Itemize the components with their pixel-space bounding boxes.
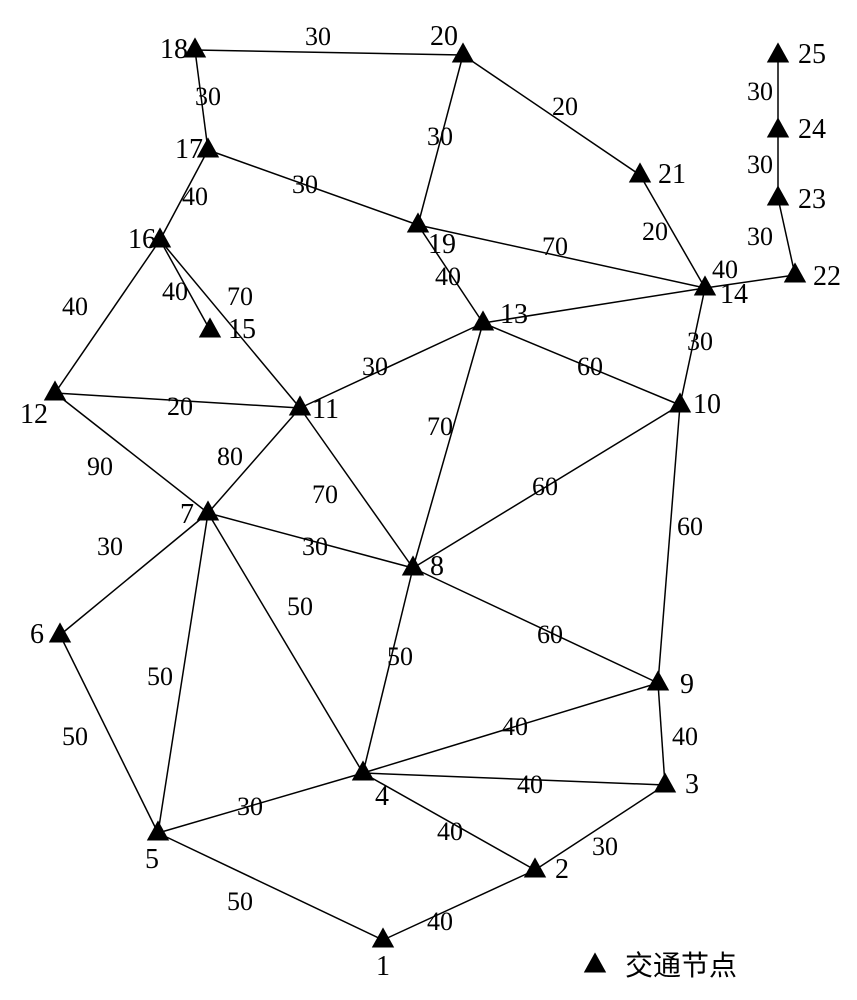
edge-weight: 50: [387, 642, 413, 671]
node-label: 15: [228, 314, 256, 345]
node-marker: [372, 927, 394, 947]
legend-marker: [584, 952, 606, 972]
edge: [658, 683, 665, 785]
edge: [158, 833, 383, 940]
edge-weight: 30: [292, 170, 318, 199]
node-marker: [199, 317, 221, 337]
node-label: 10: [693, 389, 721, 420]
node-label: 23: [798, 184, 826, 215]
node-marker: [472, 310, 494, 330]
edge-weight: 20: [642, 217, 668, 246]
edge-weight: 60: [577, 352, 603, 381]
edge-weight: 40: [502, 712, 528, 741]
edge-weight: 30: [195, 82, 221, 111]
edge: [413, 568, 658, 683]
edge-weight: 30: [305, 22, 331, 51]
edge-weight: 70: [542, 232, 568, 261]
node-marker: [524, 857, 546, 877]
edge-weight: 50: [147, 662, 173, 691]
node-layer: [44, 37, 806, 947]
node-label: 7: [180, 499, 194, 530]
node-marker: [767, 117, 789, 137]
node-marker: [767, 42, 789, 62]
edge-weight: 20: [552, 92, 578, 121]
legend: 交通节点: [584, 950, 737, 982]
node-label: 16: [128, 224, 156, 255]
node-label: 2: [555, 854, 569, 885]
edge-weight: 40: [427, 907, 453, 936]
edge-weight: 30: [747, 150, 773, 179]
edge-weight: 30: [592, 832, 618, 861]
node-marker: [784, 262, 806, 282]
edge-weight: 40: [62, 292, 88, 321]
node-label: 19: [428, 229, 456, 260]
node-marker: [647, 670, 669, 690]
edge-weight: 40: [437, 817, 463, 846]
edge-weight: 30: [302, 532, 328, 561]
node-label: 17: [175, 134, 203, 165]
edge: [60, 513, 208, 635]
node-label: 12: [20, 399, 48, 430]
edge-weight: 50: [287, 592, 313, 621]
network-graph: 40 50 30 40 40 40 30 50 50 40 50 50 30 30 80 90 60 60 70 70…: [0, 0, 857, 1000]
node-marker: [654, 772, 676, 792]
edge-weight: 30: [97, 532, 123, 561]
edge-weight: 70: [312, 480, 338, 509]
node-label: 22: [813, 261, 841, 292]
node-label: 24: [798, 114, 826, 145]
legend-text: 交通节点: [625, 950, 737, 982]
edge-weight: 70: [427, 412, 453, 441]
edge: [208, 513, 363, 773]
node-label: 5: [145, 844, 159, 875]
edge-weight: 30: [747, 77, 773, 106]
node-label: 20: [430, 21, 458, 52]
edge-weight: 40: [182, 182, 208, 211]
edge-weight: 40: [672, 722, 698, 751]
node-label: 21: [658, 159, 686, 190]
node-label: 14: [720, 279, 748, 310]
edge-weight: 30: [747, 222, 773, 251]
node-label-layer: 1234567891011121314151617181920212223242…: [20, 21, 841, 982]
edge-weight: 60: [537, 620, 563, 649]
edge-weight: 90: [87, 452, 113, 481]
node-label: 13: [500, 299, 528, 330]
node-label: 9: [680, 669, 694, 700]
edge: [778, 198, 795, 275]
node-label: 3: [685, 769, 699, 800]
edge-weight: 80: [217, 442, 243, 471]
edge: [383, 870, 535, 940]
node-marker: [629, 162, 651, 182]
edge: [363, 773, 665, 785]
edge-weight: 60: [532, 472, 558, 501]
edge-weight: 30: [237, 792, 263, 821]
edge-weight: 30: [427, 122, 453, 151]
node-label: 8: [430, 551, 444, 582]
node-label: 25: [798, 39, 826, 70]
edge-weight: 60: [677, 512, 703, 541]
edge-weight: 40: [162, 277, 188, 306]
edge-weight: 50: [62, 722, 88, 751]
node-label: 18: [160, 34, 188, 65]
node-label: 6: [30, 619, 44, 650]
edge-weight: 40: [435, 262, 461, 291]
node-label: 1: [376, 951, 390, 982]
edge-weight: 70: [227, 282, 253, 311]
node-label: 4: [375, 781, 389, 812]
node-label: 11: [312, 394, 339, 425]
node-marker: [49, 622, 71, 642]
edge: [658, 405, 680, 683]
node-marker: [767, 185, 789, 205]
node-marker: [44, 380, 66, 400]
edge-weight: 50: [227, 887, 253, 916]
edge-weight: 30: [362, 352, 388, 381]
edge-weight: 40: [517, 770, 543, 799]
edge-weight: 30: [687, 327, 713, 356]
edge-weight: 20: [167, 392, 193, 421]
